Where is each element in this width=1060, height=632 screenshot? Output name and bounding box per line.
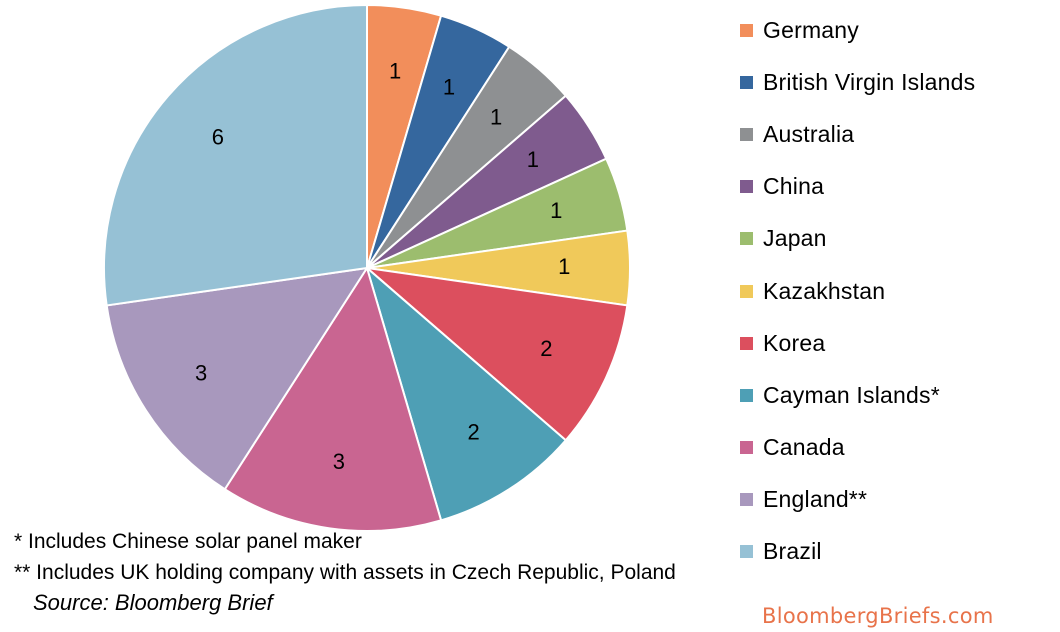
- data-label-cayman-islands: 2: [468, 420, 480, 445]
- legend-item-brazil: Brazil: [740, 526, 975, 578]
- data-label-canada: 3: [333, 449, 345, 474]
- legend-swatch: [740, 284, 753, 298]
- legend-item-kazakhstan: Kazakhstan: [740, 265, 975, 317]
- slice-brazil: [103, 3, 368, 307]
- legend-item-germany: Germany: [740, 4, 975, 56]
- legend-label: Japan: [763, 225, 827, 252]
- legend-label: Australia: [763, 120, 855, 147]
- source-credit: Source: Bloomberg Brief: [33, 590, 273, 615]
- data-label-england: 3: [195, 360, 207, 385]
- data-label-germany: 1: [389, 59, 401, 84]
- pie-slices: [103, 3, 631, 532]
- legend-item-china: China: [740, 161, 975, 213]
- legend-label: Canada: [763, 434, 845, 461]
- legend-label: Kazakhstan: [763, 277, 886, 304]
- brand-watermark: BloombergBriefs.com: [762, 604, 994, 628]
- legend-swatch: [740, 493, 753, 507]
- legend-label: Cayman Islands*: [763, 381, 940, 408]
- slice-korea: [363, 266, 629, 442]
- legend-swatch: [740, 441, 753, 455]
- slice-canada: [223, 265, 443, 532]
- legend-swatch: [740, 388, 753, 402]
- legend-label: Germany: [763, 16, 859, 43]
- data-label-british-virgin-islands: 1: [443, 74, 455, 99]
- legend-swatch: [740, 232, 753, 246]
- footnote-uk-holding: ** Includes UK holding company with asse…: [14, 561, 676, 584]
- slice-england: [105, 266, 370, 491]
- legend-item-japan: Japan: [740, 213, 975, 265]
- legend-swatch: [740, 23, 753, 37]
- slice-cayman-islands: [365, 265, 568, 522]
- legend-label: China: [763, 173, 825, 200]
- legend-item-canada: Canada: [740, 422, 975, 474]
- legend-item-australia: Australia: [740, 108, 975, 160]
- data-label-kazakhstan: 1: [558, 254, 570, 279]
- data-label-japan: 1: [550, 198, 562, 223]
- legend-swatch: [740, 336, 753, 350]
- data-label-china: 1: [527, 147, 539, 172]
- data-label-brazil: 6: [212, 125, 224, 150]
- data-label-korea: 2: [540, 336, 552, 361]
- legend-item-cayman-islands: Cayman Islands*: [740, 369, 975, 421]
- legend-label: Korea: [763, 329, 826, 356]
- chart-legend: Germany British Virgin Islands Australia Ch…: [740, 4, 975, 578]
- legend-item-korea: Korea: [740, 317, 975, 369]
- legend-swatch: [740, 127, 753, 141]
- legend-label: England**: [763, 486, 868, 513]
- legend-swatch: [740, 545, 753, 559]
- legend-label: Brazil: [763, 538, 822, 565]
- legend-item-british-virgin-islands: British Virgin Islands: [740, 56, 975, 108]
- footnote-chinese-solar: * Includes Chinese solar panel maker: [14, 530, 362, 553]
- legend-swatch: [740, 75, 753, 89]
- legend-swatch: [740, 180, 753, 194]
- legend-label: British Virgin Islands: [763, 68, 976, 95]
- data-label-australia: 1: [490, 105, 502, 130]
- legend-item-england: England**: [740, 474, 975, 526]
